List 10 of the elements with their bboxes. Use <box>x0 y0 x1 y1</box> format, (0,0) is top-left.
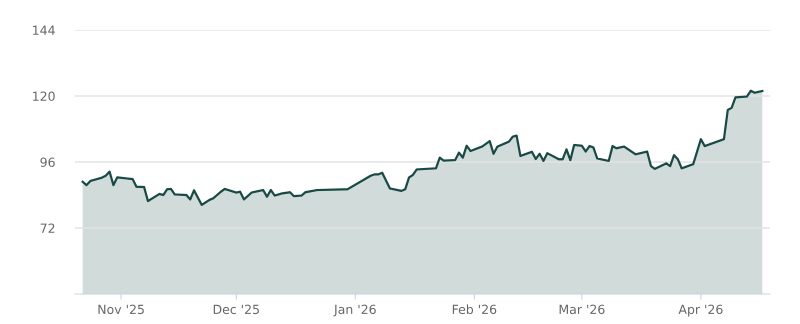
y-tick-label: 120 <box>33 91 55 101</box>
y-tick-label: 144 <box>33 26 55 35</box>
x-tick-label: Mar '26 <box>560 304 605 314</box>
x-tick-label: Nov '25 <box>98 304 144 314</box>
x-tick-label: Dec '25 <box>214 304 259 314</box>
y-tick-label: 72 <box>40 223 54 233</box>
x-tick-label: Apr '26 <box>678 304 723 317</box>
y-tick-label: 96 <box>40 157 55 167</box>
x-tick-label: Feb '26 <box>452 304 496 314</box>
x-tick-label: Jan '26 <box>333 304 376 316</box>
